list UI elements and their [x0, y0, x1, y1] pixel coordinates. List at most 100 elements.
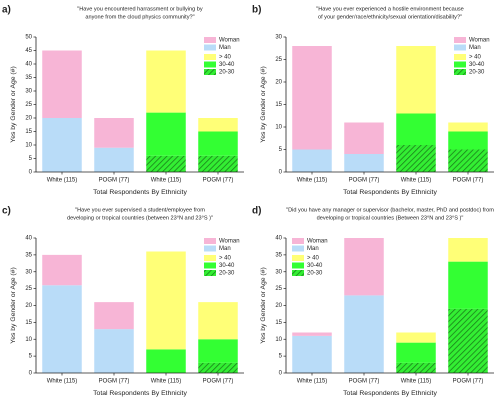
- legend-swatch: [204, 54, 216, 60]
- y-tick-label: 15: [275, 320, 282, 326]
- y-tick-label: 0: [29, 371, 33, 377]
- y-tick-label: 5: [279, 354, 283, 360]
- x-tick-label: White (115): [401, 379, 432, 385]
- y-tick-label: 35: [275, 252, 282, 258]
- bar-segment: [146, 349, 186, 373]
- legend-swatch: [204, 245, 216, 252]
- legend-swatch: [204, 44, 216, 51]
- legend-swatch: [292, 245, 304, 252]
- bar-segment: [198, 155, 238, 172]
- bar-segment: [146, 50, 186, 113]
- bar-segment: [448, 308, 488, 373]
- x-axis-label: Total Respondents By Ethnicity: [343, 189, 437, 196]
- chart-title: developing or tropical countries (betwee…: [67, 215, 213, 221]
- panel-label: d): [252, 206, 261, 217]
- y-tick-label: 30: [25, 89, 32, 95]
- y-axis-label: Yes by Gender or Age (#): [260, 267, 267, 343]
- bar-segment: [198, 302, 238, 340]
- x-tick-label: White (115): [151, 379, 182, 385]
- bar-segment: [94, 329, 134, 373]
- y-axis-label: Yes by Gender or Age (#): [10, 66, 17, 142]
- legend-swatch: [204, 37, 216, 43]
- legend-swatch: [292, 238, 304, 244]
- legend-swatch: [204, 262, 216, 269]
- bar-segment: [42, 50, 82, 118]
- legend-swatch: [204, 238, 216, 244]
- y-tick-label: 40: [275, 236, 282, 242]
- bar-segment: [292, 335, 332, 373]
- x-axis-label: Total Respondents By Ethnicity: [343, 390, 437, 397]
- y-tick-label: 25: [275, 57, 282, 63]
- bar-segment: [42, 118, 82, 172]
- legend-label: 20-30: [219, 271, 235, 277]
- x-tick-label: White (115): [151, 178, 182, 184]
- bar-segment: [396, 46, 436, 114]
- y-tick-label: 0: [279, 170, 283, 176]
- y-tick-label: 20: [25, 303, 32, 309]
- bar-segment: [344, 122, 384, 154]
- legend-label: 30-40: [307, 263, 323, 269]
- y-tick-label: 30: [25, 269, 32, 275]
- bar-segment: [448, 122, 488, 132]
- x-tick-label: White (115): [47, 178, 78, 184]
- legend-label: 30-40: [219, 62, 235, 68]
- bar-segment: [448, 149, 488, 172]
- panel-label: b): [252, 5, 261, 16]
- x-tick-label: POGM (77): [453, 178, 484, 184]
- y-tick-label: 15: [25, 320, 32, 326]
- bar-segment: [146, 112, 186, 156]
- x-tick-label: White (115): [297, 379, 328, 385]
- y-tick-label: 15: [25, 129, 32, 135]
- chart-title: "Have you ever supervised a student/empl…: [75, 207, 205, 213]
- legend-swatch: [204, 69, 216, 75]
- bar-segment: [396, 145, 436, 172]
- bar-segment: [292, 46, 332, 150]
- legend-label: Woman: [469, 38, 490, 44]
- y-tick-label: 45: [25, 48, 32, 54]
- x-axis-label: Total Respondents By Ethnicity: [93, 189, 187, 196]
- y-tick-label: 0: [279, 371, 283, 377]
- chart-title: anyone from the cloud physics community?…: [85, 14, 194, 20]
- legend-label: Man: [219, 246, 231, 252]
- legend-label: 20-30: [469, 70, 485, 76]
- y-tick-label: 35: [25, 75, 32, 81]
- legend-swatch: [454, 37, 466, 43]
- bar-segment: [94, 302, 134, 330]
- y-tick-label: 50: [25, 35, 32, 41]
- legend-swatch: [292, 255, 304, 261]
- bar-segment: [448, 238, 488, 262]
- legend-label: > 40: [219, 55, 232, 61]
- y-tick-label: 10: [275, 337, 282, 343]
- y-tick-label: 40: [25, 236, 32, 242]
- bar-segment: [42, 254, 82, 286]
- y-tick-label: 0: [29, 170, 33, 176]
- x-tick-label: White (115): [401, 178, 432, 184]
- y-tick-label: 10: [25, 337, 32, 343]
- y-tick-label: 30: [275, 35, 282, 41]
- legend-label: Woman: [219, 38, 240, 44]
- x-tick-label: POGM (77): [349, 379, 380, 385]
- panel-label: c): [2, 206, 11, 217]
- bar-segment: [448, 261, 488, 309]
- x-tick-label: POGM (77): [203, 178, 234, 184]
- legend-swatch: [454, 44, 466, 51]
- legend-swatch: [454, 61, 466, 68]
- y-tick-label: 10: [275, 125, 282, 131]
- bar-segment: [42, 285, 82, 373]
- y-tick-label: 5: [29, 156, 33, 162]
- y-tick-label: 5: [29, 354, 33, 360]
- y-tick-label: 20: [275, 303, 282, 309]
- legend-label: 30-40: [219, 263, 235, 269]
- x-tick-label: POGM (77): [203, 379, 234, 385]
- x-tick-label: POGM (77): [349, 178, 380, 184]
- y-tick-label: 25: [275, 286, 282, 292]
- bar-segment: [146, 155, 186, 172]
- legend-label: 20-30: [219, 70, 235, 76]
- y-tick-label: 20: [275, 80, 282, 86]
- legend-swatch: [204, 255, 216, 261]
- bar-segment: [198, 131, 238, 156]
- bar-segment: [198, 339, 238, 363]
- bar-segment: [198, 362, 238, 373]
- legend-label: Woman: [307, 239, 328, 245]
